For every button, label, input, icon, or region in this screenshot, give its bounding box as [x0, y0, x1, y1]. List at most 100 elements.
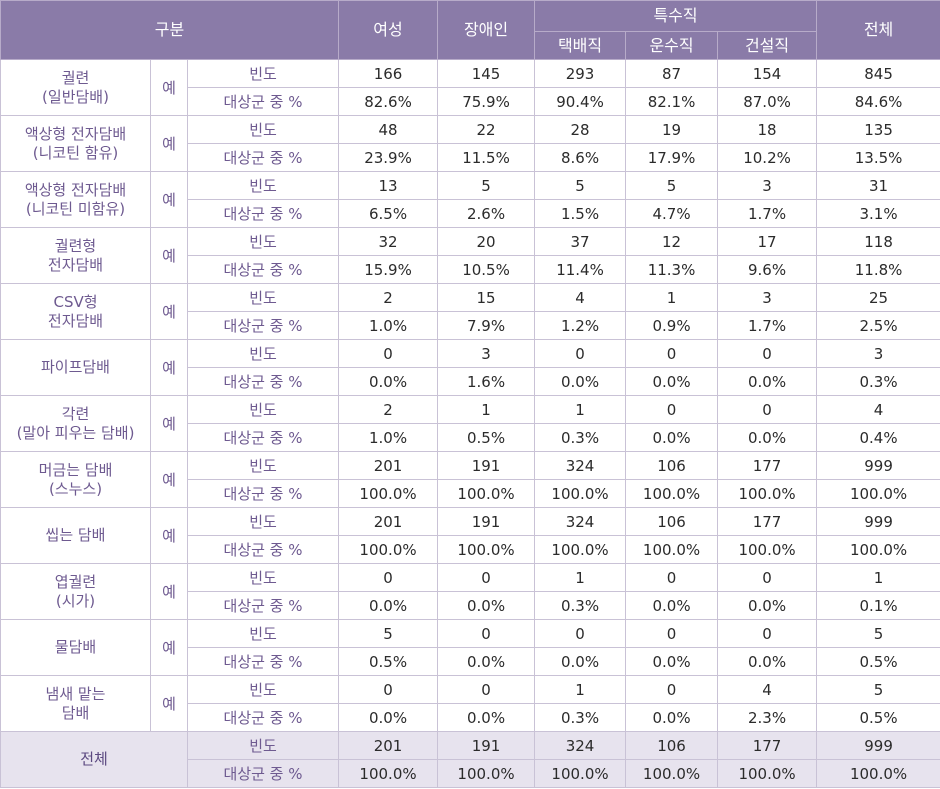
freq-cell: 0 [437, 619, 536, 648]
yes-label: 예 [150, 59, 188, 116]
freq-cell: 0 [625, 395, 719, 424]
pct-label: 대상군 중 % [186, 311, 340, 340]
pct-cell: 0.5% [816, 647, 940, 676]
freq-cell: 999 [816, 451, 940, 480]
total-pct-cell: 100.0% [816, 759, 940, 788]
category-line1: 궐련형 [54, 236, 97, 255]
pct-cell: 1.7% [717, 311, 818, 340]
freq-label: 빈도 [186, 619, 340, 648]
pct-cell: 11.8% [816, 255, 940, 284]
pct-cell: 0.0% [625, 423, 719, 452]
freq-cell: 17 [717, 227, 818, 256]
pct-cell: 0.0% [338, 703, 439, 732]
pct-cell: 100.0% [717, 535, 818, 564]
table-row: 각련 (말아 피우는 담배) 예 빈도 2 1 1 0 0 4 [0, 395, 940, 452]
table-row: 대상군 중 % 100.0% 100.0% 100.0% 100.0% 100.0% 100… [1, 479, 940, 508]
pct-cell: 1.7% [717, 199, 818, 228]
yes-label: 예 [150, 675, 188, 732]
freq-label: 빈도 [186, 731, 340, 760]
pct-cell: 0.3% [534, 703, 627, 732]
table-row: 액상형 전자담배 (니코틴 함유) 예 빈도 48 22 28 19 18 135 [0, 115, 940, 172]
pct-label: 대상군 중 % [186, 423, 340, 452]
table-row: 대상군 중 % 0.0% 0.0% 0.3% 0.0% 2.3% 0.5% [1, 703, 940, 732]
freq-cell: 1 [534, 675, 627, 704]
pct-cell: 84.6% [816, 87, 940, 116]
total-pct-cell: 100.0% [534, 759, 627, 788]
freq-cell: 845 [816, 59, 940, 88]
pct-cell: 100.0% [534, 535, 627, 564]
pct-cell: 17.9% [625, 143, 719, 172]
pct-cell: 0.3% [816, 367, 940, 396]
category-line2: 전자담배 [47, 311, 104, 330]
table-row: 대상군 중 % 0.0% 1.6% 0.0% 0.0% 0.0% 0.3% [1, 367, 940, 396]
total-freq-cell: 106 [625, 731, 719, 760]
freq-cell: 2 [338, 395, 439, 424]
pct-cell: 90.4% [534, 87, 627, 116]
header-delivery: 택배직 [534, 31, 627, 60]
freq-cell: 31 [816, 171, 940, 200]
pct-cell: 0.0% [717, 423, 818, 452]
pct-cell: 2.6% [437, 199, 536, 228]
row-category: 궐련형 전자담배 [0, 227, 151, 284]
category-line1: 물담배 [54, 638, 97, 656]
pct-cell: 0.0% [625, 591, 719, 620]
freq-cell: 15 [437, 283, 536, 312]
header-disabled: 장애인 [437, 0, 536, 60]
pct-cell: 0.0% [437, 647, 536, 676]
category-line1: 냄새 맡는 [45, 684, 106, 703]
row-category: CSV형 전자담배 [0, 283, 151, 340]
pct-cell: 0.0% [625, 647, 719, 676]
freq-cell: 1 [534, 563, 627, 592]
freq-label: 빈도 [186, 171, 340, 200]
freq-cell: 106 [625, 451, 719, 480]
table-row: 대상군 중 % 6.5% 2.6% 1.5% 4.7% 1.7% 3.1% [1, 199, 940, 228]
category-line1: 액상형 전자담배 [24, 124, 127, 143]
freq-cell: 999 [816, 507, 940, 536]
pct-cell: 0.0% [625, 703, 719, 732]
freq-cell: 191 [437, 507, 536, 536]
pct-cell: 100.0% [625, 479, 719, 508]
freq-cell: 0 [534, 619, 627, 648]
freq-cell: 154 [717, 59, 818, 88]
freq-cell: 106 [625, 507, 719, 536]
table-row: 궐련 (일반담배) 예 빈도 166 145 293 87 154 845 [0, 59, 940, 116]
freq-label: 빈도 [186, 395, 340, 424]
pct-label: 대상군 중 % [186, 647, 340, 676]
pct-cell: 0.5% [338, 647, 439, 676]
table-row: 대상군 중 % 23.9% 11.5% 8.6% 17.9% 10.2% 13.5% [1, 143, 940, 172]
category-line2: (스누스) [48, 479, 103, 498]
pct-cell: 100.0% [338, 479, 439, 508]
freq-label: 빈도 [186, 675, 340, 704]
total-freq-cell: 999 [816, 731, 940, 760]
pct-cell: 0.0% [534, 647, 627, 676]
total-row: 전체 빈도 201 191 324 106 177 999 [0, 731, 940, 788]
category-line1: 엽궐련 [54, 572, 97, 591]
yes-label: 예 [150, 227, 188, 284]
row-category: 물담배 [0, 619, 151, 676]
yes-label: 예 [150, 115, 188, 172]
category-line2: 전자담배 [47, 255, 104, 274]
pct-label: 대상군 중 % [186, 591, 340, 620]
freq-cell: 0 [338, 563, 439, 592]
category-line1: 궐련 [61, 68, 90, 87]
freq-cell: 0 [625, 339, 719, 368]
pct-cell: 1.5% [534, 199, 627, 228]
pct-label: 대상군 중 % [186, 199, 340, 228]
pct-cell: 2.5% [816, 311, 940, 340]
total-label: 전체 [0, 731, 188, 788]
table-row: 엽궐련 (시가) 예 빈도 0 0 1 0 0 1 [0, 563, 940, 620]
freq-cell: 32 [338, 227, 439, 256]
freq-cell: 13 [338, 171, 439, 200]
header-special-jobs: 특수직 [534, 0, 818, 32]
pct-cell: 0.3% [534, 591, 627, 620]
pct-cell: 11.4% [534, 255, 627, 284]
pct-cell: 9.6% [717, 255, 818, 284]
table-row: 냄새 맡는 담배 예 빈도 0 0 1 0 4 5 [0, 675, 940, 732]
category-line2: (말아 피우는 담배) [16, 423, 135, 442]
pct-cell: 7.9% [437, 311, 536, 340]
pct-label: 대상군 중 % [186, 367, 340, 396]
freq-cell: 1 [816, 563, 940, 592]
header-category: 구분 [0, 0, 340, 60]
pct-cell: 11.3% [625, 255, 719, 284]
